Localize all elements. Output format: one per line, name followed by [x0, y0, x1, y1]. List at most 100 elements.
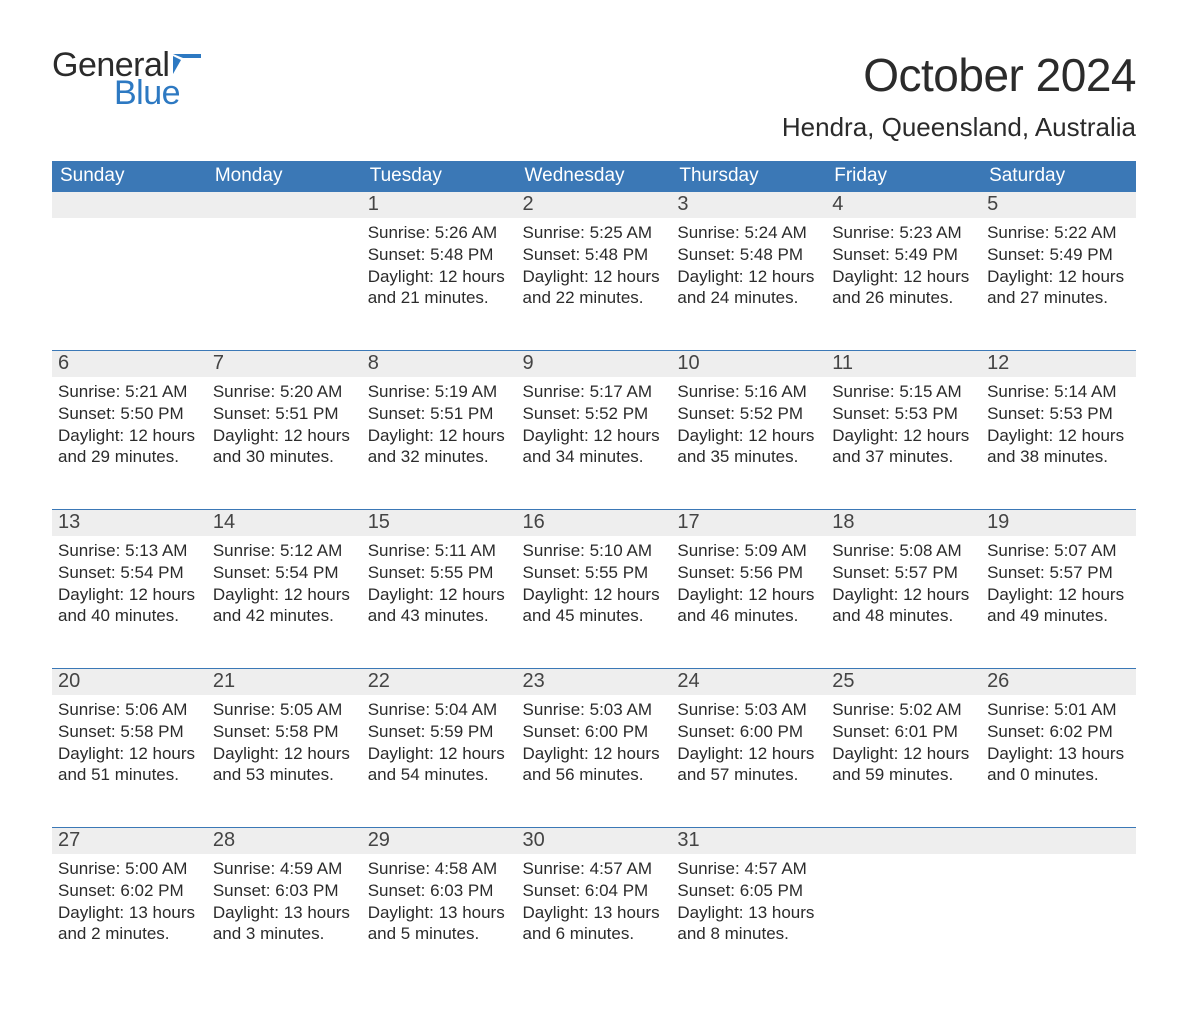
sunset-value: 5:49 PM [895, 245, 958, 264]
daylight-label: Daylight: [368, 585, 439, 604]
day-info-cell: Sunrise: 5:00 AMSunset: 6:02 PMDaylight:… [52, 854, 207, 986]
sunset-label: Sunset: [368, 722, 430, 741]
sunrise-label: Sunrise: [58, 541, 125, 560]
day-info-cell: Sunrise: 5:10 AMSunset: 5:55 PMDaylight:… [517, 536, 672, 669]
day-info-cell: Sunrise: 5:17 AMSunset: 5:52 PMDaylight:… [517, 377, 672, 510]
sunrise-label: Sunrise: [677, 859, 744, 878]
daylight-label: Daylight: [832, 267, 903, 286]
sunrise-value: 5:16 AM [744, 382, 806, 401]
daylight-label: Daylight: [368, 426, 439, 445]
day-number-cell: 7 [207, 351, 362, 378]
sunrise-value: 5:10 AM [590, 541, 652, 560]
daylight-label: Daylight: [58, 903, 129, 922]
day-number-cell: 27 [52, 828, 207, 855]
day-number-cell: 1 [362, 192, 517, 218]
day-info-cell: Sunrise: 5:05 AMSunset: 5:58 PMDaylight:… [207, 695, 362, 828]
daylight-label: Daylight: [523, 426, 594, 445]
sunrise-value: 5:03 AM [744, 700, 806, 719]
day-number-cell: 15 [362, 510, 517, 537]
sunset-value: 5:48 PM [740, 245, 803, 264]
day-number-cell: 13 [52, 510, 207, 537]
day-number-cell: 12 [981, 351, 1136, 378]
sunset-label: Sunset: [368, 245, 430, 264]
sunset-value: 5:57 PM [895, 563, 958, 582]
sunrise-label: Sunrise: [368, 541, 435, 560]
sunset-label: Sunset: [213, 404, 275, 423]
day-info-row: Sunrise: 5:00 AM Sunset: 6:02 PM Daylight:… [52, 854, 1136, 986]
daylight-label: Daylight: [368, 744, 439, 763]
day-number-cell: 31 [671, 828, 826, 855]
day-info-cell: Sunrise: 4:57 AMSunset: 6:04 PMDaylight:… [517, 854, 672, 986]
day-info-cell: Sunrise: 5:02 AMSunset: 6:01 PMDaylight:… [826, 695, 981, 828]
title-block: October 2024 Hendra, Queensland, Austral… [782, 48, 1136, 143]
sunset-value: 5:49 PM [1049, 245, 1112, 264]
sunrise-value: 5:00 AM [125, 859, 187, 878]
sunrise-value: 5:19 AM [435, 382, 497, 401]
sunset-label: Sunset: [987, 563, 1049, 582]
day-info-cell: Sunrise: 5:13 AMSunset: 5:54 PMDaylight:… [52, 536, 207, 669]
day-number-row: 13141516171819 [52, 510, 1136, 537]
weekday-header: Sunday [52, 161, 207, 192]
sunset-value: 5:56 PM [740, 563, 803, 582]
day-number-cell: 5 [981, 192, 1136, 218]
daylight-label: Daylight: [677, 744, 748, 763]
day-info-row: Sunrise: 5:13 AMSunset: 5:54 PMDaylight:… [52, 536, 1136, 669]
sunset-value: 5:53 PM [1049, 404, 1112, 423]
daylight-label: Daylight: [832, 426, 903, 445]
day-number-cell: 11 [826, 351, 981, 378]
day-number-cell: 28 [207, 828, 362, 855]
sunset-value: 6:03 PM [430, 881, 493, 900]
daylight-label: Daylight: [213, 426, 284, 445]
sunrise-value: 5:21 AM [125, 382, 187, 401]
sunrise-value: 5:15 AM [899, 382, 961, 401]
sunset-value: 6:02 PM [120, 881, 183, 900]
sunrise-value: 5:11 AM [435, 541, 496, 560]
sunset-label: Sunset: [523, 881, 585, 900]
day-info-cell: Sunrise: 5:09 AMSunset: 5:56 PMDaylight:… [671, 536, 826, 669]
day-info-cell: Sunrise: 4:58 AMSunset: 6:03 PMDaylight:… [362, 854, 517, 986]
sunrise-value: 5:20 AM [280, 382, 342, 401]
day-info-cell: Sunrise: 5:04 AMSunset: 5:59 PMDaylight:… [362, 695, 517, 828]
sunrise-label: Sunrise: [677, 541, 744, 560]
sunset-label: Sunset: [677, 722, 739, 741]
sunrise-label: Sunrise: [523, 859, 590, 878]
sunrise-label: Sunrise: [987, 541, 1054, 560]
sunset-label: Sunset: [58, 563, 120, 582]
sunrise-label: Sunrise: [58, 382, 125, 401]
weekday-header: Monday [207, 161, 362, 192]
day-number-cell [981, 828, 1136, 855]
day-info-cell: Sunrise: 5:11 AMSunset: 5:55 PMDaylight:… [362, 536, 517, 669]
sunset-label: Sunset: [832, 722, 894, 741]
sunset-value: 5:54 PM [275, 563, 338, 582]
sunrise-value: 4:57 AM [744, 859, 806, 878]
sunrise-label: Sunrise: [523, 382, 590, 401]
sunrise-label: Sunrise: [523, 541, 590, 560]
daylight-label: Daylight: [677, 585, 748, 604]
daylight-label: Daylight: [368, 903, 439, 922]
day-number-cell [52, 192, 207, 218]
sunrise-value: 5:08 AM [899, 541, 961, 560]
daylight-label: Daylight: [523, 903, 594, 922]
day-info-cell: Sunrise: 5:14 AMSunset: 5:53 PMDaylight:… [981, 377, 1136, 510]
day-info-cell: Sunrise: 5:25 AMSunset: 5:48 PMDaylight:… [517, 218, 672, 351]
sunset-label: Sunset: [832, 404, 894, 423]
daylight-label: Daylight: [677, 267, 748, 286]
day-number-row: 12345 [52, 192, 1136, 218]
daylight-label: Daylight: [523, 267, 594, 286]
sunrise-value: 5:09 AM [744, 541, 806, 560]
day-info-cell: Sunrise: 5:01 AMSunset: 6:02 PMDaylight:… [981, 695, 1136, 828]
sunset-label: Sunset: [832, 245, 894, 264]
day-info-cell [981, 854, 1136, 986]
weekday-header: Thursday [671, 161, 826, 192]
day-number-cell: 6 [52, 351, 207, 378]
sunset-value: 5:53 PM [895, 404, 958, 423]
sunset-value: 5:50 PM [120, 404, 183, 423]
day-number-cell: 30 [517, 828, 672, 855]
daylight-label: Daylight: [832, 744, 903, 763]
calendar-table: Sunday Monday Tuesday Wednesday Thursday… [52, 161, 1136, 986]
daylight-label: Daylight: [987, 426, 1058, 445]
sunrise-label: Sunrise: [987, 700, 1054, 719]
day-info-row: Sunrise: 5:06 AMSunset: 5:58 PMDaylight:… [52, 695, 1136, 828]
day-info-cell: Sunrise: 5:07 AMSunset: 5:57 PMDaylight:… [981, 536, 1136, 669]
sunrise-value: 5:25 AM [590, 223, 652, 242]
